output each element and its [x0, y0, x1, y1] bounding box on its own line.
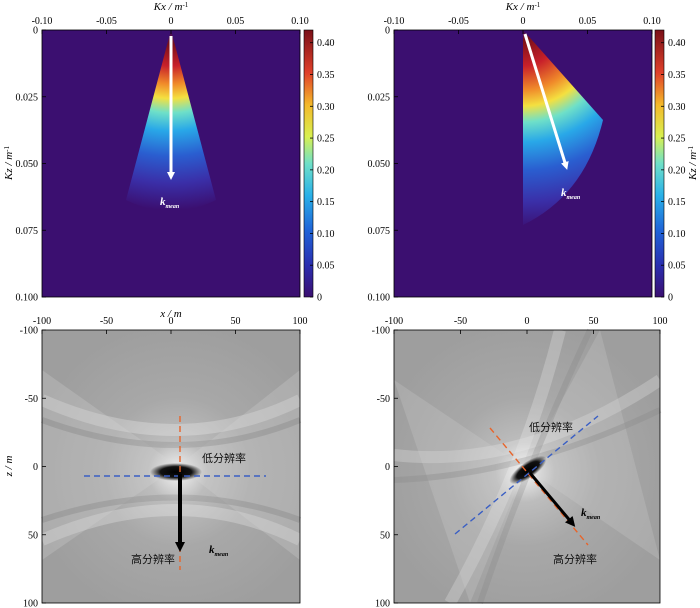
x-tick-label: 50: [231, 316, 241, 327]
x-tick-label: 0: [169, 16, 174, 27]
x-tick-label: -50: [100, 316, 113, 327]
beam-pattern: [393, 328, 664, 606]
y-tick-label: 0.025: [16, 92, 39, 103]
x-tick-label: 0.10: [291, 16, 309, 27]
y-ticks: -100 -50 0 50 100: [372, 326, 398, 608]
x-ticks: -100 -50 0 50 100: [33, 316, 308, 334]
y-ticks: 0 0.025 0.050 0.075 0.100: [368, 26, 398, 304]
y-tick-label: 0: [385, 26, 390, 37]
high-resolution-label: 高分辨率: [131, 552, 175, 566]
x-tick-label: 0: [525, 316, 530, 327]
y-tick-label: 50: [28, 530, 38, 541]
kmean-arrow: [528, 472, 576, 527]
colorbar-tick-label: 0.40: [317, 38, 335, 49]
colorbar-tick-label: 0.40: [668, 38, 686, 49]
y-tick-label: 0.100: [16, 293, 39, 304]
x-tick-label: -0.10: [384, 16, 405, 27]
y-tick-label: 0.025: [368, 92, 391, 103]
y-tick-label: 0.075: [16, 226, 39, 237]
y-axis-label: z / m: [3, 456, 15, 478]
colorbar-tick-label: 0.10: [317, 229, 335, 240]
panel-top-left: kmean -0.10 -0.05 0 0.05 0.10 00.0250.0500.0…: [3, 1, 335, 304]
y-tick-label: -50: [377, 394, 390, 405]
x-tick-label: 0.05: [579, 16, 597, 27]
colorbar-tick-label: 0.30: [317, 102, 335, 113]
colorbar: [303, 29, 314, 298]
colorbar-tick-label: 0: [668, 293, 673, 304]
x-tick-label: -100: [385, 316, 403, 327]
colorbar-tick-label: 0.30: [668, 102, 686, 113]
beam-pattern: [39, 370, 303, 560]
low-resolution-label: 低分辨率: [202, 451, 246, 465]
x-tick-label: 0.10: [643, 16, 661, 27]
y-axis-label: Kz / m-1: [3, 146, 15, 181]
panel-bottom-left: 低分辨率 高分辨率 kmean -100 -50 0 50 100 -100-50050…: [3, 308, 308, 608]
low-resolution-label: 低分辨率: [529, 420, 573, 434]
colorbar-tick-label: 0.35: [317, 70, 335, 81]
high-resolution-label: 高分辨率: [553, 552, 597, 566]
x-tick-label: 50: [589, 316, 599, 327]
x-tick-label: 0: [521, 16, 526, 27]
colorbar-tick-label: 0: [317, 293, 322, 304]
colorbar-tick-label: 0.20: [668, 165, 686, 176]
x-tick-label: 0.05: [227, 16, 245, 27]
colorbar-tick-label: 0.20: [317, 165, 335, 176]
kmean-arrow: [523, 33, 569, 170]
y-tick-label: -100: [372, 326, 390, 337]
colorbar-tick-label: 0.25: [668, 134, 686, 145]
y-tick-label: 50: [380, 530, 390, 541]
colorbar-tick-label: 0.05: [317, 261, 335, 272]
y-tick-label: 0.050: [368, 159, 391, 170]
colorbar-tick-label: 0.25: [317, 134, 335, 145]
y-tick-label: 100: [23, 599, 38, 608]
colorbar-tick-label: 0.10: [668, 229, 686, 240]
x-tick-label: 100: [653, 316, 668, 327]
colorbar: [654, 29, 665, 298]
y-tick-label: 100: [375, 599, 390, 608]
y-tick-label: 0.100: [368, 293, 391, 304]
y-tick-label: -50: [25, 394, 38, 405]
high-resolution-line: [489, 427, 589, 546]
y-tick-label: 0: [33, 26, 38, 37]
x-tick-label: 0: [169, 316, 174, 327]
y-ticks: 0 0.025 0.050 0.075 0.100: [16, 26, 46, 304]
x-axis-label: x / m: [159, 308, 181, 320]
x-tick-label: -100: [33, 316, 51, 327]
panel-bottom-right: 低分辨率 高分辨率 kmean -100 -50 0 50 100 -100-50050…: [372, 316, 668, 608]
low-resolution-line: [454, 415, 599, 535]
x-tick-label: -50: [454, 316, 467, 327]
x-tick-label: -0.10: [32, 16, 53, 27]
y-ticks: -100 -50 0 50 100: [20, 326, 46, 608]
colorbar-tick-label: 0.15: [317, 197, 335, 208]
colorbar-ticks: 0.40 0.35 0.30 0.25 0.20 0.15 0.10 0.05 0: [310, 38, 335, 304]
y-tick-label: 0.050: [16, 159, 39, 170]
y-axis-label: Kz / m-1: [687, 146, 699, 181]
y-tick-label: -100: [20, 326, 38, 337]
colorbar-tick-label: 0.05: [668, 261, 686, 272]
x-tick-label: -0.05: [448, 16, 469, 27]
panel-top-right: kmean -0.10 -0.05 0 0.05 0.10 00.0250.0500.0…: [368, 1, 700, 304]
y-tick-label: 0.075: [368, 226, 391, 237]
y-tick-label: 0: [385, 462, 390, 473]
x-tick-label: -0.05: [96, 16, 117, 27]
focus-blob: [509, 455, 547, 485]
colorbar-ticks: 0.40 0.35 0.30 0.25 0.20 0.15 0.10 0.05 0: [661, 38, 686, 304]
x-ticks: -100 -50 0 50 100: [385, 316, 668, 334]
x-axis-label: Kx / m-1: [153, 1, 189, 13]
x-tick-label: 100: [293, 316, 308, 327]
colorbar-tick-label: 0.35: [668, 70, 686, 81]
x-ticks: -0.10 -0.05 0 0.05 0.10: [384, 16, 661, 34]
focus-blob: [150, 463, 202, 481]
x-axis-label: Kx / m-1: [505, 1, 541, 13]
x-ticks: -0.10 -0.05 0 0.05 0.10: [32, 16, 309, 34]
colorbar-tick-label: 0.15: [668, 197, 686, 208]
y-tick-label: 0: [33, 462, 38, 473]
spectrum-wedge: [523, 30, 603, 225]
